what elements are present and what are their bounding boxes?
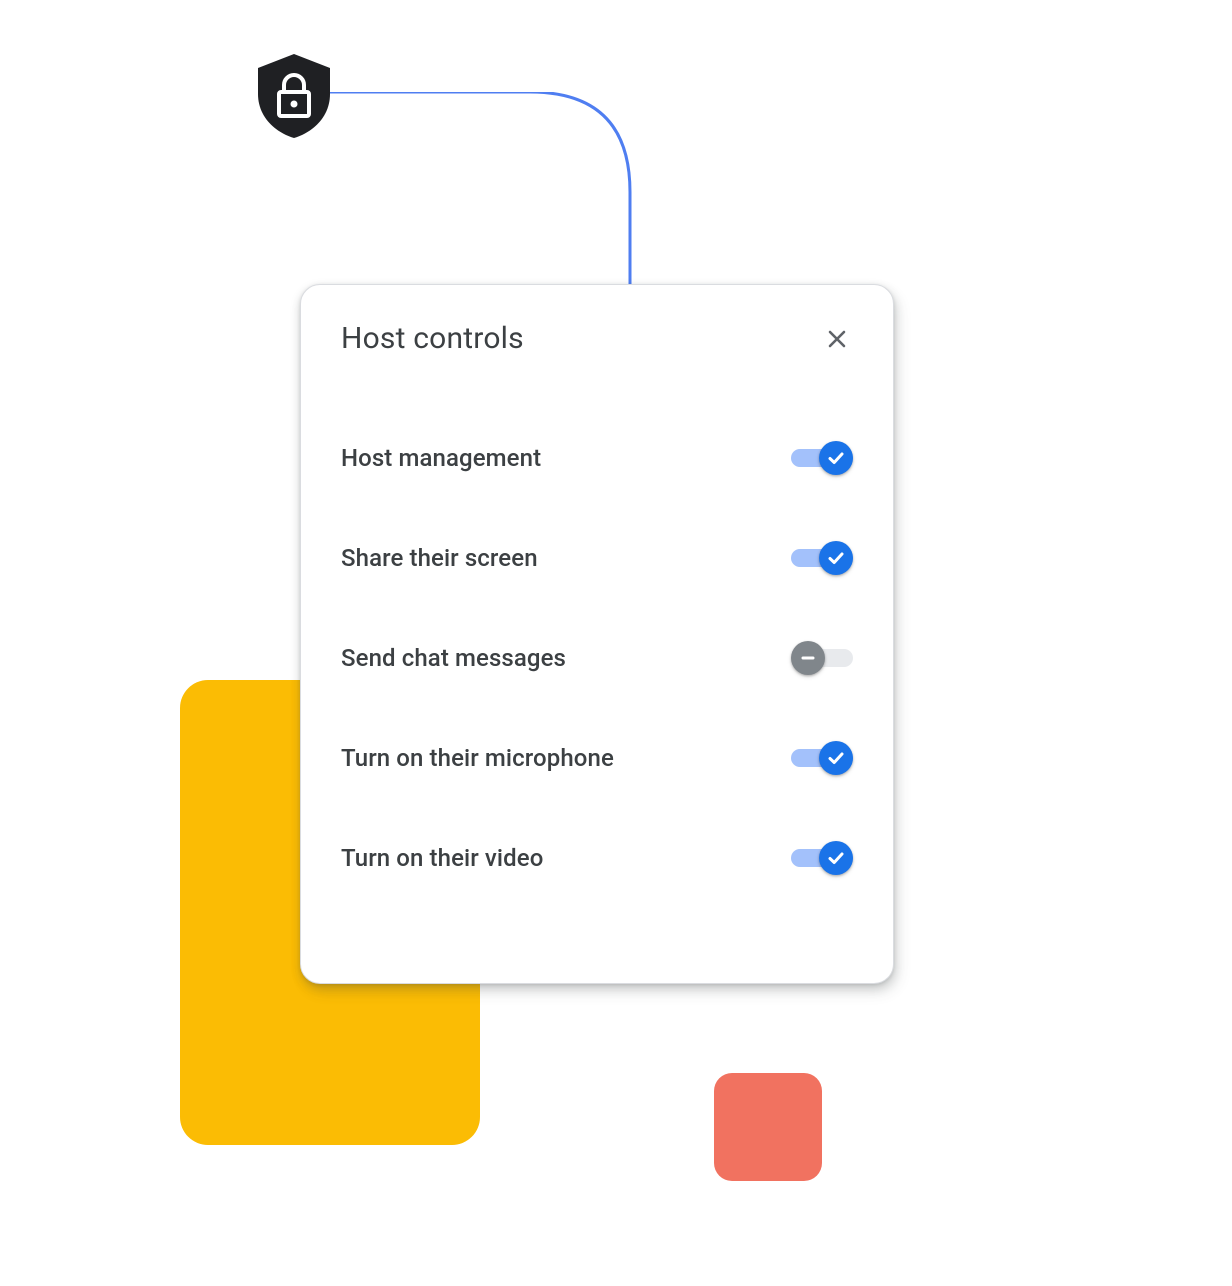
- setting-toggle[interactable]: [791, 840, 853, 876]
- card-title: Host controls: [341, 321, 524, 356]
- setting-row: Turn on their video: [341, 840, 853, 876]
- setting-label: Share their screen: [341, 544, 538, 572]
- setting-toggle[interactable]: [791, 440, 853, 476]
- host-controls-card: Host controls Host management Share their…: [300, 284, 894, 984]
- setting-toggle[interactable]: [791, 740, 853, 776]
- setting-label: Turn on their video: [341, 844, 543, 872]
- close-icon: [825, 327, 849, 351]
- check-icon: [826, 548, 846, 568]
- setting-row: Send chat messages: [341, 640, 853, 676]
- decor-red-block: [714, 1073, 822, 1181]
- shield-lock-icon: [258, 54, 330, 138]
- setting-label: Send chat messages: [341, 644, 566, 672]
- settings-list: Host management Share their screen Send ch…: [341, 440, 853, 876]
- setting-label: Turn on their microphone: [341, 744, 614, 772]
- setting-toggle[interactable]: [791, 540, 853, 576]
- setting-row: Share their screen: [341, 540, 853, 576]
- setting-row: Host management: [341, 440, 853, 476]
- connector-line: [330, 92, 680, 302]
- setting-toggle[interactable]: [791, 640, 853, 676]
- dash-icon: [798, 648, 818, 668]
- check-icon: [826, 848, 846, 868]
- card-header: Host controls: [341, 321, 853, 356]
- setting-row: Turn on their microphone: [341, 740, 853, 776]
- close-button[interactable]: [821, 323, 853, 355]
- setting-label: Host management: [341, 444, 541, 472]
- check-icon: [826, 748, 846, 768]
- check-icon: [826, 448, 846, 468]
